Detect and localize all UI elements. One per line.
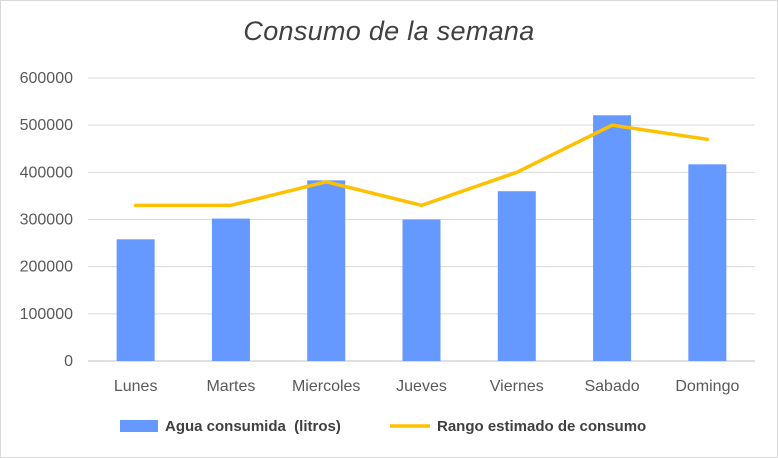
bar xyxy=(116,239,155,361)
y-axis-ticks: 0 100000 200000 300000 400000 500000 600000 xyxy=(20,70,73,370)
y-tick-label: 100000 xyxy=(20,306,73,323)
x-tick-label: Domingo xyxy=(675,378,739,395)
x-tick-label: Lunes xyxy=(114,378,158,395)
y-tick-label: 200000 xyxy=(20,259,73,276)
x-axis-ticks: Lunes Martes Miercoles Jueves Viernes Sabado D… xyxy=(114,378,740,395)
bar-series xyxy=(116,115,727,362)
legend-label: Rango estimado de consumo xyxy=(437,418,646,435)
bar xyxy=(688,164,727,361)
y-tick-label: 600000 xyxy=(20,70,73,87)
x-tick-label: Miercoles xyxy=(292,378,360,395)
bar xyxy=(497,191,536,361)
x-tick-label: Martes xyxy=(206,378,255,395)
line-series xyxy=(133,123,710,208)
x-tick-label: Viernes xyxy=(490,378,544,395)
bar xyxy=(307,180,346,361)
x-tick-label: Jueves xyxy=(396,378,447,395)
bar xyxy=(402,219,441,361)
series-line xyxy=(133,123,710,208)
x-tick-label: Sabado xyxy=(584,378,639,395)
y-tick-label: 400000 xyxy=(20,164,73,181)
bar xyxy=(211,218,250,361)
y-tick-label: 0 xyxy=(64,353,73,370)
legend: Agua consumida (litros) Rango estimado de… xyxy=(120,418,646,435)
bar xyxy=(593,115,632,362)
y-tick-label: 300000 xyxy=(20,212,73,229)
y-tick-label: 500000 xyxy=(20,117,73,134)
legend-label: Agua consumida (litros) xyxy=(165,418,341,435)
chart-title: Consumo de la semana xyxy=(243,16,535,46)
legend-swatch-bar xyxy=(120,420,158,432)
